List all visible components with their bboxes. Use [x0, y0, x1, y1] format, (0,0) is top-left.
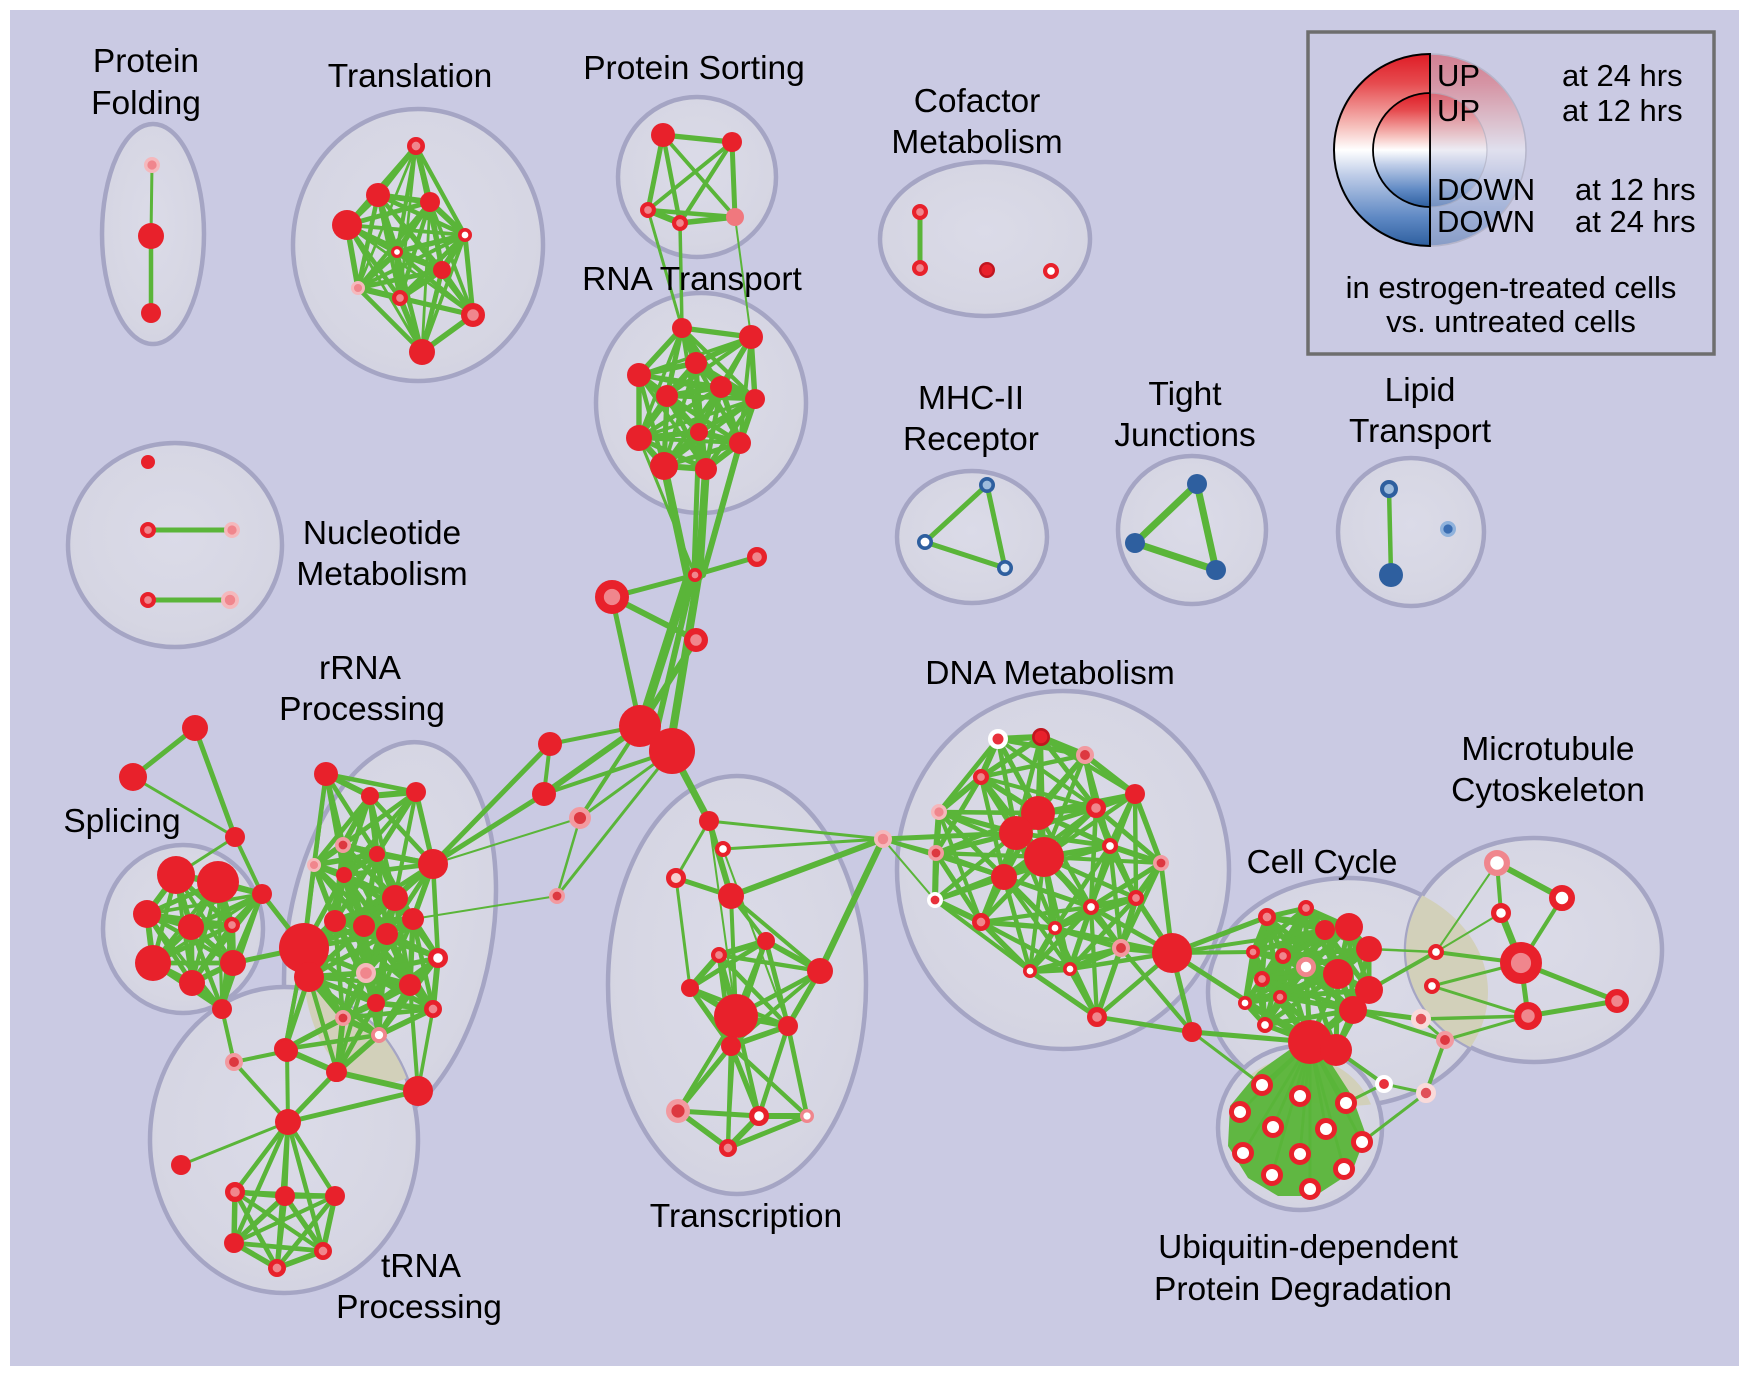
svg-text:vs. untreated cells: vs. untreated cells — [1386, 304, 1636, 339]
svg-text:at 24 hrs: at 24 hrs — [1575, 204, 1696, 239]
svg-text:DNA Metabolism: DNA Metabolism — [925, 655, 1174, 692]
svg-text:Protein Sorting: Protein Sorting — [583, 50, 805, 87]
svg-text:DOWN: DOWN — [1437, 172, 1535, 207]
svg-text:Junctions: Junctions — [1114, 417, 1256, 454]
svg-text:UP: UP — [1437, 58, 1480, 93]
svg-text:rRNA: rRNA — [319, 650, 402, 687]
svg-text:Lipid: Lipid — [1385, 372, 1456, 409]
svg-text:DOWN: DOWN — [1437, 204, 1535, 239]
svg-text:Cytoskeleton: Cytoskeleton — [1451, 772, 1645, 809]
svg-text:Protein: Protein — [93, 43, 199, 80]
svg-text:Translation: Translation — [328, 58, 492, 95]
svg-text:Splicing: Splicing — [63, 803, 180, 840]
svg-text:Cofactor: Cofactor — [914, 83, 1041, 120]
svg-text:RNA Transport: RNA Transport — [582, 261, 802, 298]
svg-text:Nucleotide: Nucleotide — [303, 515, 461, 552]
svg-text:UP: UP — [1437, 93, 1480, 128]
svg-text:Folding: Folding — [91, 85, 201, 122]
svg-text:Microtubule: Microtubule — [1461, 731, 1634, 768]
svg-text:Transcription: Transcription — [650, 1198, 842, 1235]
svg-text:Metabolism: Metabolism — [891, 124, 1062, 161]
svg-text:Metabolism: Metabolism — [296, 556, 467, 593]
svg-text:tRNA: tRNA — [381, 1248, 462, 1285]
svg-text:Transport: Transport — [1349, 413, 1492, 450]
svg-text:at 12 hrs: at 12 hrs — [1575, 172, 1696, 207]
svg-text:in estrogen-treated cells: in estrogen-treated cells — [1346, 270, 1677, 305]
svg-text:at 24 hrs: at 24 hrs — [1562, 58, 1683, 93]
svg-text:Cell Cycle: Cell Cycle — [1247, 844, 1398, 881]
svg-text:Receptor: Receptor — [903, 421, 1039, 458]
svg-text:Processing: Processing — [279, 691, 445, 728]
svg-text:at 12 hrs: at 12 hrs — [1562, 93, 1683, 128]
svg-text:Protein Degradation: Protein Degradation — [1154, 1271, 1452, 1308]
svg-text:MHC-II: MHC-II — [918, 380, 1024, 417]
svg-text:Processing: Processing — [336, 1289, 502, 1326]
svg-text:Tight: Tight — [1148, 376, 1222, 413]
svg-text:Ubiquitin-dependent: Ubiquitin-dependent — [1158, 1229, 1459, 1266]
